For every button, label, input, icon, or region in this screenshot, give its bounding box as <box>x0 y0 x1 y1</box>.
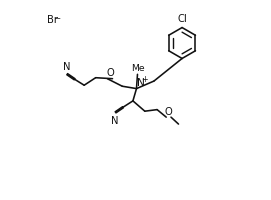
Text: Cl: Cl <box>177 14 187 24</box>
Text: Br: Br <box>47 15 58 25</box>
Text: N: N <box>137 78 145 88</box>
Text: N: N <box>63 62 71 72</box>
Text: O: O <box>165 106 172 116</box>
Text: O: O <box>106 68 114 78</box>
Text: Me: Me <box>131 63 144 72</box>
Text: +: + <box>141 74 147 83</box>
Text: −: − <box>54 16 60 22</box>
Text: N: N <box>111 116 118 126</box>
